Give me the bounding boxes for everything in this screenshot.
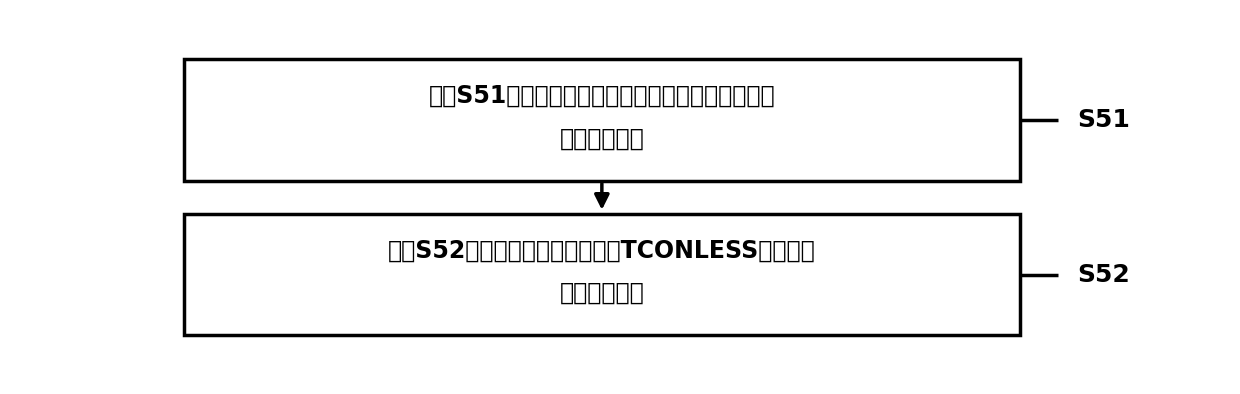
FancyBboxPatch shape (184, 59, 1019, 181)
Text: S52: S52 (1078, 263, 1131, 287)
Text: S51: S51 (1078, 108, 1131, 132)
Text: 步骤S51，启动系统级芯片，系统级芯片输出模式屏: 步骤S51，启动系统级芯片，系统级芯片输出模式屏 (429, 84, 775, 108)
Text: 的点对点信号: 的点对点信号 (559, 126, 645, 150)
FancyBboxPatch shape (184, 214, 1019, 336)
Text: 个行扫描信号: 个行扫描信号 (559, 281, 645, 305)
Text: 步骤S52，根据标准参数依次校正TCONLESS板上的每: 步骤S52，根据标准参数依次校正TCONLESS板上的每 (388, 238, 816, 262)
